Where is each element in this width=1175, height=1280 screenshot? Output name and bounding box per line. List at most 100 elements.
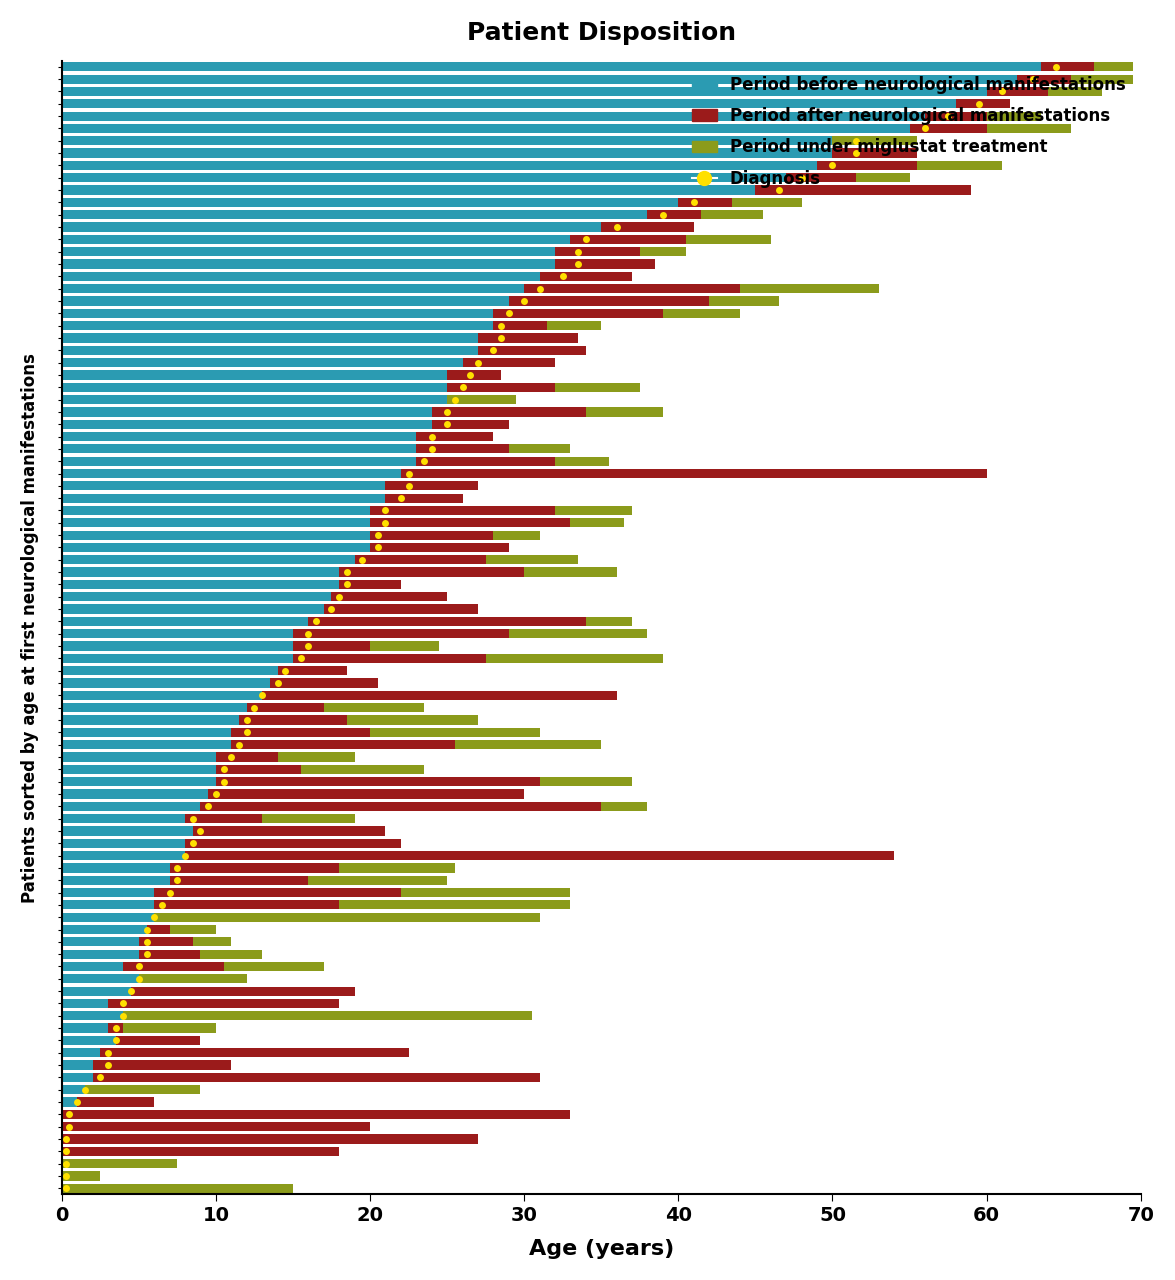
Bar [485, 556, 578, 564]
Bar [62, 567, 340, 577]
Bar [62, 838, 184, 847]
Bar [62, 74, 1018, 83]
Bar [184, 838, 401, 847]
Bar [370, 728, 539, 737]
Bar [62, 468, 401, 479]
Bar [123, 1024, 216, 1033]
Bar [62, 1097, 78, 1107]
Bar [62, 346, 478, 355]
Bar [62, 753, 216, 762]
Bar [62, 888, 154, 897]
Bar [62, 1184, 293, 1193]
Bar [293, 628, 509, 639]
Bar [62, 1123, 370, 1132]
Bar [139, 937, 193, 946]
Bar [555, 457, 609, 466]
Bar [154, 900, 340, 910]
Bar [201, 801, 602, 812]
Bar [340, 580, 401, 589]
Bar [62, 1024, 108, 1033]
Bar [62, 223, 602, 232]
Bar [62, 63, 1041, 72]
Bar [62, 506, 370, 515]
Bar [62, 987, 132, 996]
Bar [416, 431, 494, 442]
Bar [108, 1024, 123, 1033]
Bar [201, 950, 262, 959]
Bar [62, 308, 493, 317]
Bar [1072, 74, 1133, 83]
X-axis label: Age (years): Age (years) [529, 1239, 674, 1260]
Legend: Period before neurological manifestations, Period after neurological manifestati: Period before neurological manifestation… [685, 69, 1133, 195]
Bar [62, 420, 431, 429]
Bar [485, 654, 663, 663]
Bar [62, 593, 331, 602]
Bar [639, 247, 686, 256]
Bar [308, 617, 586, 626]
Bar [216, 777, 539, 786]
Bar [463, 358, 555, 367]
Bar [62, 1073, 93, 1082]
Bar [123, 1011, 532, 1020]
Bar [93, 1073, 539, 1082]
Bar [62, 801, 201, 812]
Bar [62, 284, 524, 293]
Bar [539, 271, 632, 280]
Bar [115, 1036, 201, 1044]
Bar [62, 518, 370, 527]
Bar [62, 777, 216, 786]
Bar [448, 383, 555, 392]
Bar [169, 925, 216, 934]
Bar [62, 321, 493, 330]
Bar [570, 518, 624, 527]
Bar [231, 728, 370, 737]
Bar [62, 604, 324, 613]
Bar [62, 703, 247, 712]
Bar [478, 346, 586, 355]
Bar [401, 468, 987, 479]
Bar [62, 728, 231, 737]
Bar [93, 1060, 231, 1070]
Bar [494, 321, 548, 330]
Bar [62, 790, 208, 799]
Bar [555, 260, 656, 269]
Bar [62, 1110, 570, 1119]
Bar [100, 1048, 409, 1057]
Bar [62, 161, 817, 170]
Bar [385, 481, 478, 490]
Title: Patient Disposition: Patient Disposition [466, 20, 736, 45]
Bar [62, 691, 262, 700]
Y-axis label: Patients sorted by age at first neurological manifestations: Patients sorted by age at first neurolog… [21, 352, 39, 902]
Bar [62, 961, 123, 972]
Bar [62, 173, 786, 182]
Bar [548, 321, 602, 330]
Bar [987, 124, 1072, 133]
Bar [62, 124, 909, 133]
Bar [416, 457, 555, 466]
Bar [401, 888, 570, 897]
Bar [955, 99, 1009, 109]
Bar [62, 925, 147, 934]
Bar [62, 370, 448, 380]
Bar [987, 87, 1048, 96]
Bar [509, 628, 647, 639]
Bar [62, 530, 370, 540]
Bar [62, 654, 293, 663]
Bar [340, 567, 524, 577]
Bar [448, 396, 517, 404]
Bar [62, 974, 139, 983]
Bar [62, 641, 293, 650]
Bar [62, 186, 756, 195]
Bar [62, 358, 463, 367]
Bar [448, 370, 501, 380]
Bar [62, 494, 385, 503]
Bar [62, 1160, 177, 1169]
Bar [1041, 63, 1094, 72]
Bar [701, 210, 763, 219]
Bar [524, 567, 617, 577]
Bar [293, 641, 370, 650]
Bar [62, 1134, 478, 1143]
Bar [555, 383, 639, 392]
Bar [62, 1036, 115, 1044]
Bar [262, 814, 355, 823]
